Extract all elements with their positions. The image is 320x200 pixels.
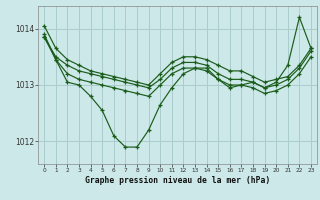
X-axis label: Graphe pression niveau de la mer (hPa): Graphe pression niveau de la mer (hPa): [85, 176, 270, 185]
